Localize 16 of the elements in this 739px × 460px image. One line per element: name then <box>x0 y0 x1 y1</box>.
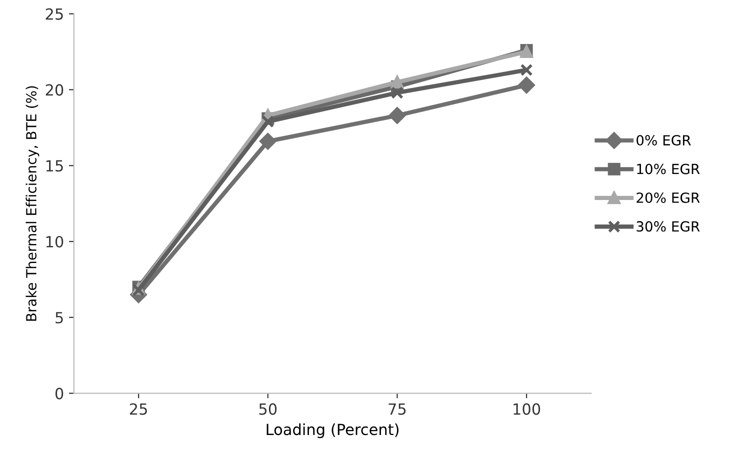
x-axis-title: Loading (Percent) <box>266 423 398 438</box>
legend-label: 30% EGR <box>636 221 700 232</box>
x-tick-label: 100 <box>514 403 540 415</box>
y-tick-label: 15 <box>46 160 63 172</box>
y-tick-label: 10 <box>46 236 64 248</box>
x-tick-label: 75 <box>388 403 406 415</box>
legend-label: 20% EGR <box>636 192 700 203</box>
y-tick-label: 0 <box>55 388 64 400</box>
y-tick-label: 25 <box>46 8 63 20</box>
y-axis-title: Brake Thermal Efficiency, BTE (%) <box>26 86 40 321</box>
y-tick-label: 5 <box>56 312 63 324</box>
y-tick-label: 20 <box>46 84 64 96</box>
x-tick-label: 50 <box>259 403 277 415</box>
x-tick-label: 25 <box>130 403 147 415</box>
legend-label: 10% EGR <box>637 164 700 174</box>
legend-label: 0% EGR <box>636 135 691 146</box>
